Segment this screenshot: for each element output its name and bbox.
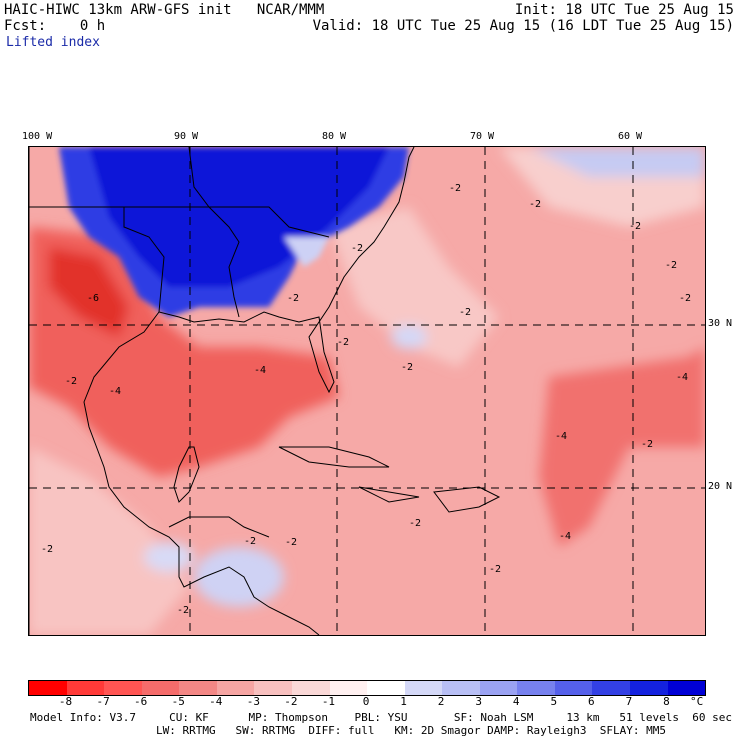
colorbar-swatch — [66, 681, 105, 695]
contour-label: -2 — [41, 544, 53, 555]
colorbar-tick-label: -6 — [134, 695, 148, 708]
colorbar-swatch — [442, 681, 480, 695]
colorbar-swatch — [479, 681, 518, 695]
lifted-index-map[interactable]: -2 -4 -6 -2 -2 -2 -2 -4 -2 -2 -2 -4 -2 -… — [28, 146, 706, 636]
contour-label: -2 — [409, 518, 421, 529]
model-title: HAIC-HIWC 13km ARW-GFS init NCAR/MMM — [4, 2, 325, 18]
lon-label-90w: 90 W — [174, 131, 199, 142]
contour-label: -4 — [559, 531, 571, 542]
contour-label: -2 — [449, 183, 461, 194]
contour-label: -4 — [254, 365, 266, 376]
colorbar-tick-label: -3 — [246, 695, 260, 708]
forecast-hour: Fcst: 0 h — [4, 18, 106, 34]
colorbar-swatch — [404, 681, 443, 695]
colorbar — [28, 680, 706, 696]
colorbar-tick-label: -5 — [171, 695, 185, 708]
colorbar-swatch — [630, 681, 668, 695]
lon-label-70w: 70 W — [470, 131, 495, 142]
colorbar-swatch — [254, 681, 292, 695]
contour-label: -2 — [285, 537, 297, 548]
contour-label: -2 — [351, 243, 363, 254]
contour-label: -4 — [555, 431, 567, 442]
contour-label: -2 — [665, 260, 677, 271]
colorbar-tick-label: -1 — [321, 695, 336, 708]
colorbar-tick-label: -4 — [209, 695, 223, 708]
contour-label: -2 — [244, 536, 256, 547]
colorbar-swatch — [329, 681, 368, 695]
contour-label: -4 — [676, 372, 688, 383]
graticule — [29, 147, 705, 635]
lon-label-100w: 100 W — [22, 131, 53, 142]
contour-label: -6 — [87, 293, 99, 304]
colorbar-swatch — [667, 681, 706, 695]
colorbar-tick-label: 6 — [588, 695, 595, 708]
colorbar-unit: °C — [690, 695, 704, 708]
contour-label: -4 — [109, 386, 121, 397]
contour-label: -2 — [641, 439, 653, 450]
colorbar-swatch — [291, 681, 330, 695]
contour-label: -2 — [287, 293, 299, 304]
contour-label: -2 — [489, 564, 501, 575]
field-label: Lifted index — [6, 35, 100, 50]
colorbar-swatch — [179, 681, 217, 695]
lon-label-60w: 60 W — [618, 131, 643, 142]
contour-label: -2 — [177, 605, 189, 616]
footer-line-1: Model Info: V3.7 CU: KF MP: Thompson PBL… — [30, 711, 732, 724]
colorbar-tick-label: -7 — [96, 695, 110, 708]
colorbar-swatch — [29, 681, 67, 695]
contour-label: -2 — [679, 293, 691, 304]
contour-label: -2 — [337, 337, 349, 348]
contour-label: -2 — [629, 221, 641, 232]
colorbar-swatch — [554, 681, 593, 695]
colorbar-swatch — [592, 681, 630, 695]
footer-line-2: LW: RRTMG SW: RRTMG DIFF: full KM: 2D Sm… — [156, 724, 666, 737]
colorbar-tick-label: 1 — [400, 695, 407, 708]
colorbar-tick-label: -2 — [284, 695, 298, 708]
contour-label: -2 — [529, 199, 541, 210]
colorbar-tick-label: 3 — [475, 695, 482, 708]
field-shading — [29, 147, 705, 635]
colorbar-tick-label: -8 — [58, 695, 73, 708]
colorbar-tick-label: 8 — [663, 695, 670, 708]
colorbar-swatch — [104, 681, 142, 695]
colorbar-swatch — [367, 681, 405, 695]
colorbar-tick-label: 5 — [550, 695, 558, 708]
colorbar-tick-label: 0 — [362, 695, 370, 708]
lat-label-30n: 30 N — [708, 318, 733, 329]
contour-labels: -2 -4 -6 -2 -2 -2 -2 -4 -2 -2 -2 -4 -2 -… — [41, 183, 691, 616]
colorbar-swatch — [517, 681, 555, 695]
colorbar-swatch — [141, 681, 180, 695]
valid-time: Valid: 18 UTC Tue 25 Aug 15 (16 LDT Tue … — [312, 18, 734, 34]
lat-label-20n: 20 N — [708, 481, 733, 492]
colorbar-tick-label: 7 — [625, 695, 633, 708]
lon-label-80w: 80 W — [322, 131, 347, 142]
colorbar-swatch — [216, 681, 255, 695]
colorbar-tick-label: 4 — [512, 695, 520, 708]
contour-label: -2 — [401, 362, 413, 373]
contour-label: -2 — [459, 307, 471, 318]
init-time: Init: 18 UTC Tue 25 Aug 15 — [514, 2, 734, 18]
colorbar-tick-label: 2 — [437, 695, 445, 708]
map-canvas: -2 -4 -6 -2 -2 -2 -2 -4 -2 -2 -2 -4 -2 -… — [29, 147, 705, 635]
contour-label: -2 — [65, 376, 77, 387]
stable-region — [59, 147, 409, 317]
